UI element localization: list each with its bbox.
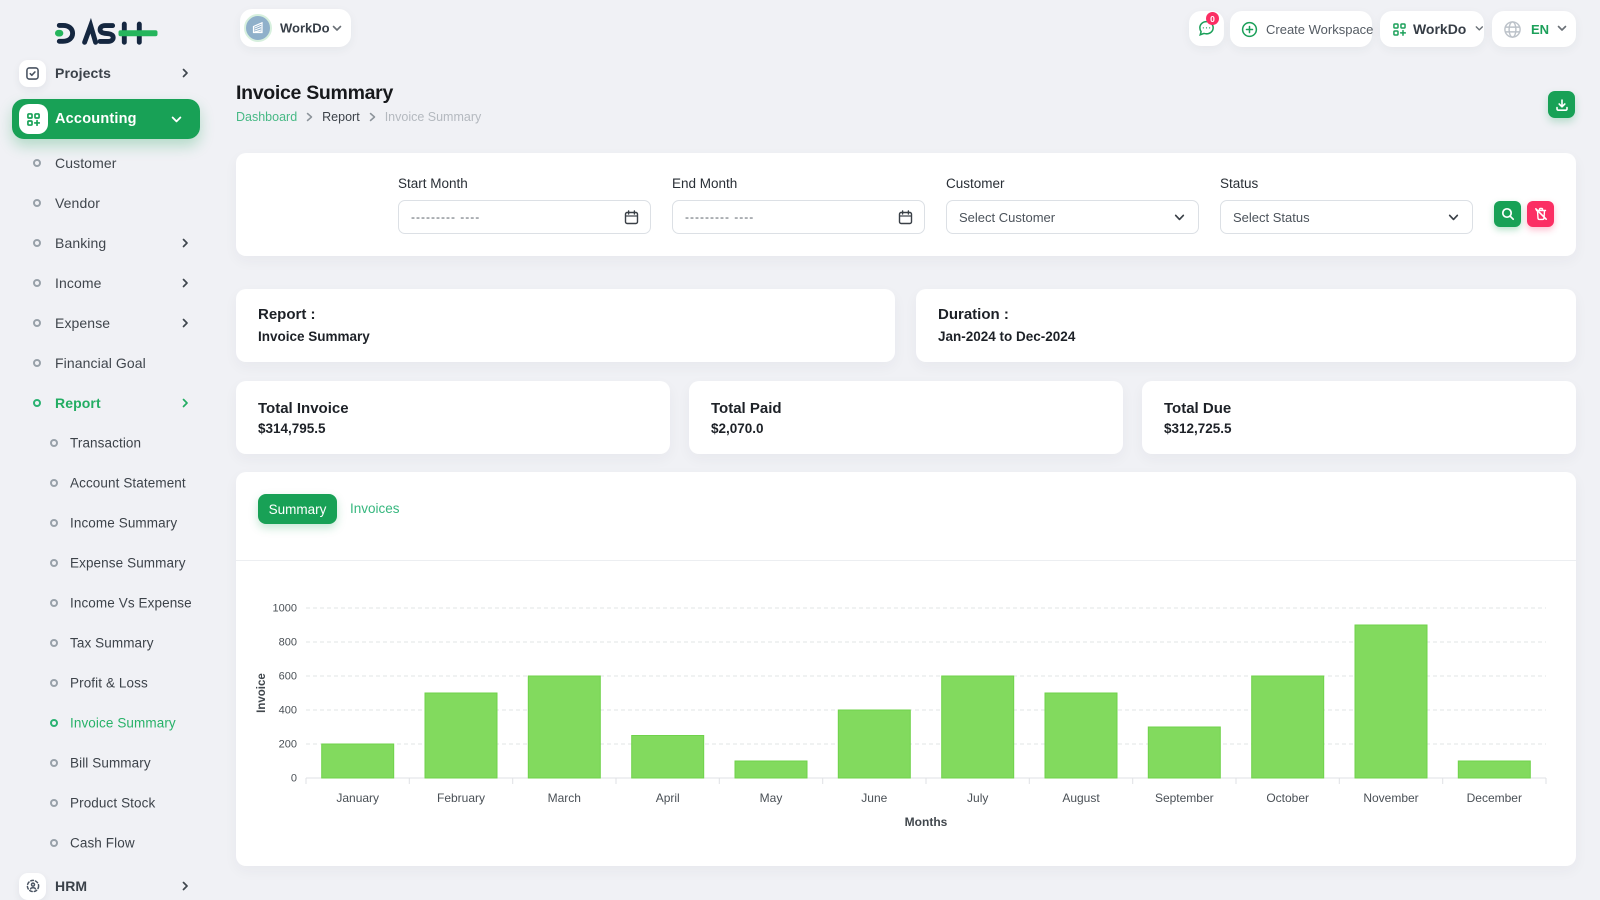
svg-text:600: 600 xyxy=(279,671,297,683)
svg-text:August: August xyxy=(1062,791,1100,805)
svg-text:200: 200 xyxy=(279,739,297,751)
svg-text:Invoice: Invoice xyxy=(256,673,268,713)
svg-text:February: February xyxy=(437,791,485,805)
svg-text:1000: 1000 xyxy=(273,603,297,615)
svg-text:Months: Months xyxy=(905,815,948,829)
svg-text:0: 0 xyxy=(291,773,297,785)
svg-text:March: March xyxy=(548,791,581,805)
svg-text:November: November xyxy=(1363,791,1418,805)
svg-text:800: 800 xyxy=(279,637,297,649)
svg-text:June: June xyxy=(861,791,887,805)
svg-text:May: May xyxy=(760,791,783,805)
svg-text:December: December xyxy=(1467,791,1522,805)
svg-text:October: October xyxy=(1266,791,1309,805)
svg-text:July: July xyxy=(967,791,988,805)
svg-text:September: September xyxy=(1155,791,1214,805)
svg-text:January: January xyxy=(336,791,379,805)
svg-text:400: 400 xyxy=(279,705,297,717)
svg-text:April: April xyxy=(656,791,680,805)
